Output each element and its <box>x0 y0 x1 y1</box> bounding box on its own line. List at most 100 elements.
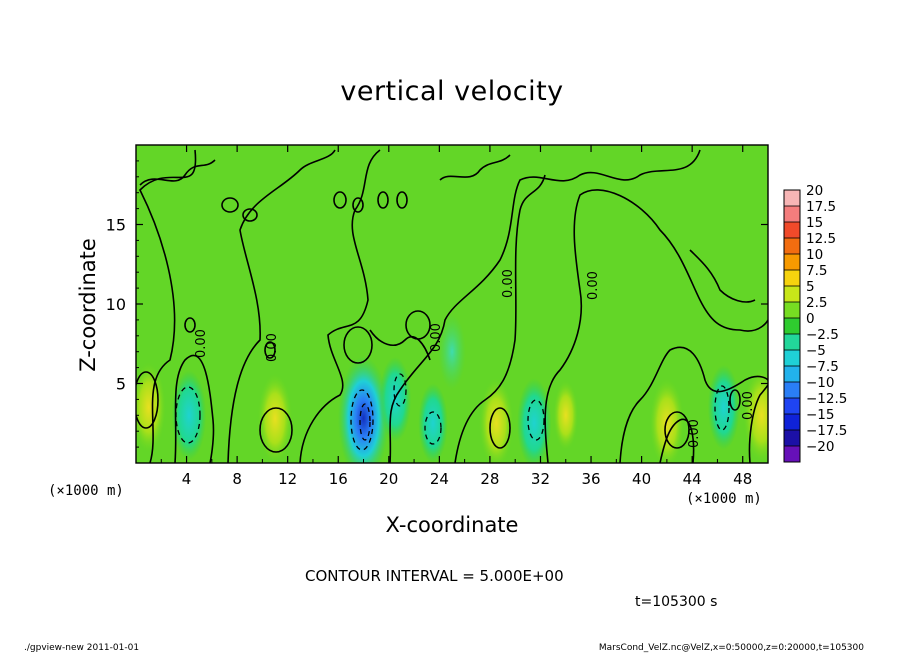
contour-line <box>689 249 756 303</box>
colorbar-swatch <box>784 286 800 303</box>
chart-title: vertical velocity <box>340 76 564 107</box>
x-unit-left: (×1000 m) <box>48 483 124 499</box>
contour-lines <box>136 149 768 463</box>
negative-contour <box>175 386 201 444</box>
contour-label: 0.00 <box>265 333 280 362</box>
contour-line <box>227 149 336 463</box>
colorbar-swatch <box>784 302 800 319</box>
colorbar-label: 7.5 <box>806 263 827 279</box>
contour-line <box>454 174 546 463</box>
y-axis: 5 10 15 <box>106 160 768 448</box>
x-unit-right: (×1000 m) <box>686 491 762 507</box>
contour-loop <box>352 197 364 213</box>
x-tick-label: 16 <box>329 470 348 488</box>
contour-label: 0.00 <box>687 419 702 448</box>
contour-loop <box>343 326 373 364</box>
colorbar-label: −7.5 <box>806 359 839 375</box>
anomaly-blob <box>418 383 448 463</box>
colorbar-swatch <box>784 334 800 351</box>
contour-loop <box>221 197 239 213</box>
colorbar-label: −2.5 <box>806 327 839 343</box>
contour-loop <box>377 191 389 209</box>
contour-labels: 0.00 0.00 0.00 0.00 0.00 0.00 0.00 <box>194 269 756 448</box>
contour-label: 0.00 <box>586 271 601 300</box>
x-tick-label: 36 <box>581 470 600 488</box>
negative-contour <box>714 385 730 431</box>
x-tick-label: 4 <box>182 470 192 488</box>
contour-line <box>139 159 216 186</box>
contour-line <box>299 149 381 463</box>
anomaly-blob <box>136 362 166 453</box>
x-tick-label: 44 <box>683 470 702 488</box>
contour-line <box>439 154 511 181</box>
contour-label: 0.00 <box>741 391 756 420</box>
colorbar-swatch <box>784 270 800 287</box>
x-axis-label: X-coordinate <box>385 513 519 537</box>
colorbar-label: 20 <box>806 183 823 199</box>
contour-line <box>389 149 701 463</box>
contour-line <box>174 354 215 463</box>
anomaly-blob <box>553 380 579 451</box>
x-tick-label: 20 <box>379 470 398 488</box>
colorbar-label: −5 <box>806 343 826 359</box>
x-tick-label: 8 <box>232 470 242 488</box>
colorbar-swatch <box>784 446 800 463</box>
y-tick-label: 15 <box>106 216 126 235</box>
anomaly-blob <box>257 373 293 463</box>
anomaly-blob <box>707 364 740 450</box>
y-axis-label: Z-coordinate <box>76 238 100 372</box>
contour-line <box>619 346 768 463</box>
contour-loop <box>489 407 511 449</box>
colorbar-swatch <box>784 222 800 239</box>
contour-loop <box>729 389 741 411</box>
contour-label: 0.00 <box>501 269 516 298</box>
colorbar-swatch <box>784 414 800 431</box>
contour-line <box>544 189 768 463</box>
colorbar-label: 2.5 <box>806 295 827 311</box>
colorbar-swatch <box>784 398 800 415</box>
x-tick-label: 12 <box>278 470 297 488</box>
colorbar-swatch <box>784 430 800 447</box>
x-axis: 4 8 12 16 20 24 28 32 36 40 44 48 <box>160 145 752 488</box>
negative-contour <box>350 389 374 451</box>
anomaly-blob <box>337 355 390 463</box>
contour-loop <box>242 208 258 222</box>
colorbar-swatch <box>784 350 800 367</box>
anomaly-blob <box>438 314 466 390</box>
colorbar-swatch <box>784 366 800 383</box>
colorbar-label: 5 <box>806 279 815 295</box>
colorbar-label: −15 <box>806 407 835 423</box>
colorbar-swatch <box>784 254 800 271</box>
colorbar: 2017.51512.5107.552.50−2.5−5−7.5−10−12.5… <box>783 183 847 463</box>
colorbar-label: 12.5 <box>806 231 836 247</box>
colorbar-swatch <box>784 318 800 335</box>
y-tick-label: 5 <box>116 375 126 394</box>
colorbar-swatch <box>784 238 800 255</box>
negative-contour <box>393 373 407 407</box>
contour-loop <box>136 371 159 429</box>
x-tick-label: 48 <box>733 470 752 488</box>
colorbar-label: 10 <box>806 247 823 263</box>
colorbar-label: −20 <box>806 439 835 455</box>
x-tick-label: 24 <box>430 470 449 488</box>
contour-label: 0.00 <box>429 323 444 352</box>
colorbar-label: 0 <box>806 311 815 327</box>
negative-contour <box>424 411 442 445</box>
contour-loop <box>396 191 408 209</box>
negative-contour <box>527 399 545 441</box>
anomaly-blob <box>171 370 207 461</box>
contour-line <box>139 149 197 463</box>
contour-line <box>659 418 695 463</box>
anomaly-blob <box>649 378 685 463</box>
colorbar-label: −12.5 <box>806 391 847 407</box>
contour-loop <box>264 341 276 359</box>
x-tick-label: 32 <box>531 470 550 488</box>
x-tick-label: 28 <box>480 470 499 488</box>
time-label: t=105300 s <box>635 594 718 610</box>
contour-interval-label: CONTOUR INTERVAL = 5.000E+00 <box>305 567 564 585</box>
contour-line <box>369 329 431 361</box>
contour-label: 0.00 <box>194 329 209 358</box>
contour-loop <box>664 411 690 449</box>
colorbar-label: 15 <box>806 215 823 231</box>
